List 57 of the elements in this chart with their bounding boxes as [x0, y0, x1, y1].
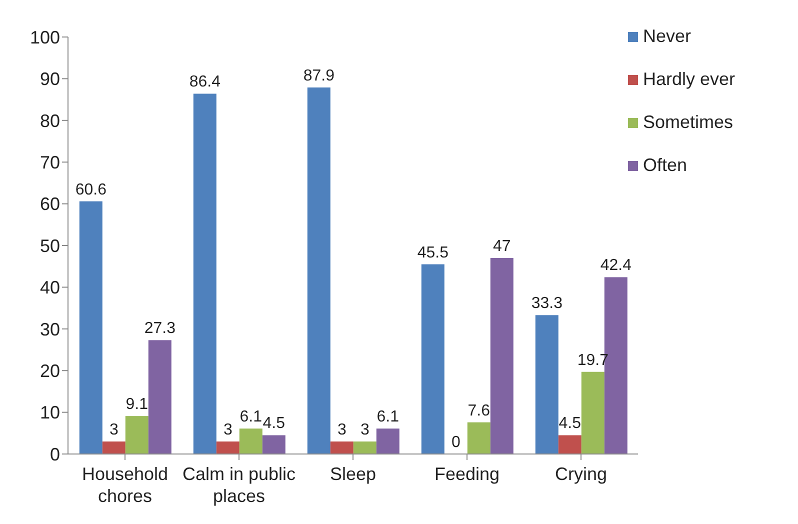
data-label: 3	[223, 421, 232, 438]
data-label: 9.1	[126, 396, 148, 414]
bar	[148, 340, 172, 454]
bar	[193, 94, 216, 454]
bar	[558, 435, 582, 454]
x-tick-label: Crying	[554, 464, 608, 484]
data-label: 45.5	[417, 244, 449, 262]
bar	[421, 264, 444, 454]
data-label: 3	[109, 421, 118, 438]
data-label: 42.4	[600, 257, 632, 274]
data-label: 3	[360, 421, 370, 438]
data-label: 3	[337, 421, 346, 438]
y-tick-label: 0	[50, 444, 60, 464]
data-label: 87.9	[303, 67, 335, 84]
bar	[490, 258, 514, 454]
data-label: 33.3	[531, 295, 563, 312]
y-tick-label: 60	[40, 194, 60, 214]
bar	[581, 372, 604, 454]
bar	[467, 422, 490, 454]
bar	[330, 441, 354, 454]
y-tick-label: 80	[40, 110, 60, 131]
y-tick-label: 50	[40, 236, 60, 256]
bar	[262, 435, 286, 454]
bar	[376, 428, 400, 454]
legend-label: Never	[643, 26, 692, 47]
x-tick-label: Sleep	[330, 464, 376, 484]
data-label: 4.5	[558, 415, 582, 432]
bar	[125, 416, 148, 454]
y-tick-label: 90	[40, 69, 60, 90]
data-label: 7.6	[468, 402, 490, 420]
y-tick-label: 40	[40, 278, 60, 298]
bar	[353, 441, 376, 454]
bar	[239, 428, 262, 454]
y-tick-label: 20	[40, 360, 60, 381]
y-tick-label: 30	[40, 319, 60, 340]
bar	[535, 315, 558, 454]
legend-label: Often	[643, 155, 688, 176]
data-label: 60.6	[75, 181, 107, 198]
y-tick-label: 70	[40, 152, 60, 172]
x-tick-label: Feeding	[434, 464, 500, 484]
bar	[102, 441, 126, 454]
data-label: 47	[493, 238, 511, 256]
data-label: 4.5	[262, 415, 286, 432]
bar	[216, 441, 240, 454]
legend-label: Hardly ever	[643, 69, 736, 90]
data-label: 6.1	[240, 408, 262, 426]
data-label: 86.4	[189, 74, 221, 91]
data-label: 0	[451, 434, 460, 451]
legend-label: Sometimes	[643, 112, 734, 133]
data-label: 27.3	[144, 320, 176, 338]
x-tick-label: Household chores	[82, 464, 168, 506]
bar	[307, 87, 330, 454]
bar	[79, 201, 102, 454]
y-tick-label: 10	[40, 402, 60, 423]
data-label: 6.1	[376, 408, 400, 426]
x-tick-label: Calm in public places	[182, 464, 296, 506]
y-tick-label: 100	[30, 27, 60, 48]
